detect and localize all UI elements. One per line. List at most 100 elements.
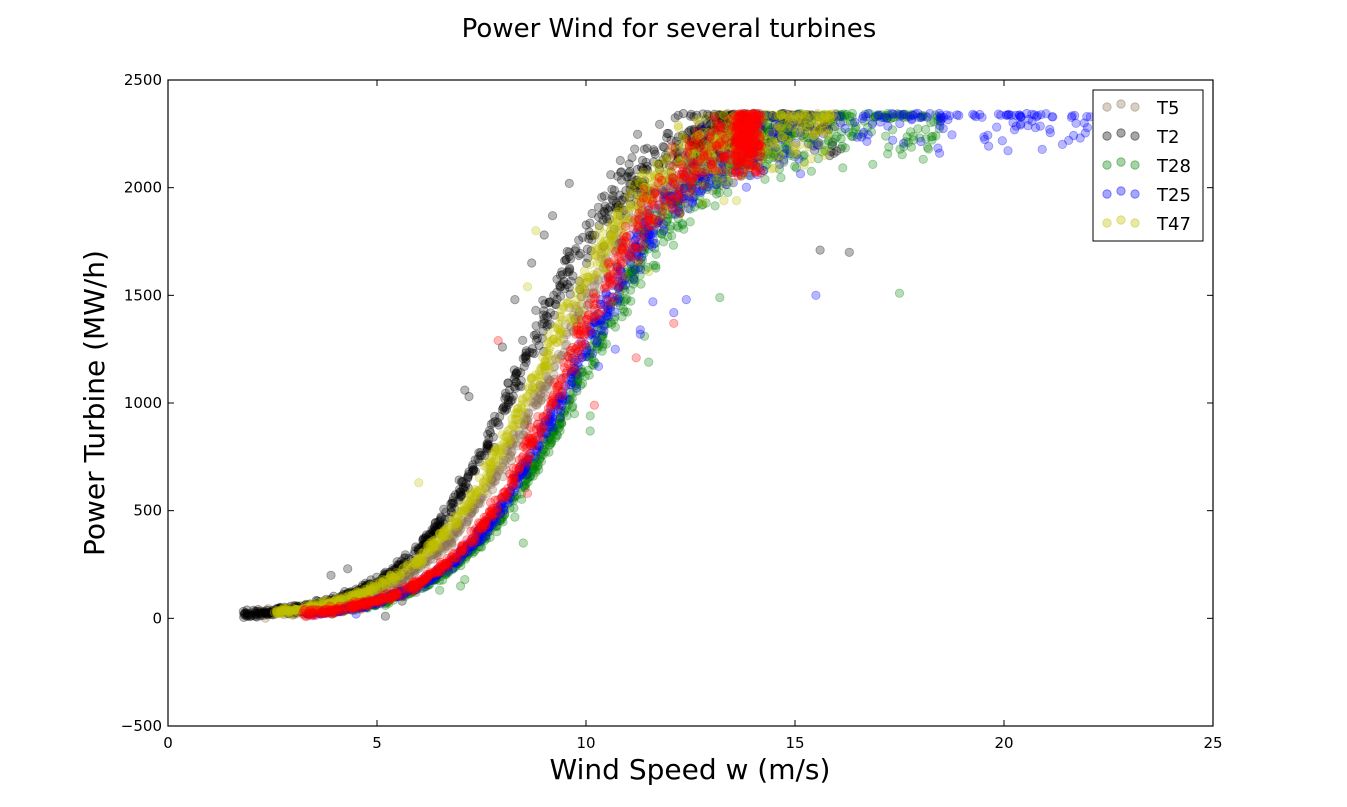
data-point xyxy=(574,306,584,317)
data-point xyxy=(416,560,426,570)
data-point xyxy=(659,159,669,169)
data-point xyxy=(307,605,317,615)
data-point xyxy=(549,334,559,344)
data-point xyxy=(897,110,907,121)
data-point xyxy=(670,198,680,208)
data-point xyxy=(916,136,926,147)
data-point xyxy=(458,483,468,494)
data-point xyxy=(737,130,747,140)
data-point xyxy=(543,378,553,388)
data-point xyxy=(627,153,637,163)
data-point xyxy=(527,258,537,268)
data-point xyxy=(724,131,734,141)
data-point xyxy=(585,426,595,436)
data-point xyxy=(390,578,400,588)
data-point xyxy=(528,401,538,412)
data-point xyxy=(287,606,297,616)
data-point xyxy=(730,143,741,153)
data-point xyxy=(717,172,727,182)
data-point xyxy=(729,151,739,161)
data-point xyxy=(492,471,502,481)
data-point xyxy=(338,597,348,607)
data-point xyxy=(272,607,282,617)
data-point xyxy=(535,380,545,390)
data-point xyxy=(372,585,382,595)
data-point xyxy=(947,130,957,140)
data-point xyxy=(721,135,731,145)
data-point xyxy=(658,201,668,211)
data-point xyxy=(584,288,594,298)
data-point xyxy=(700,167,710,177)
data-point xyxy=(731,130,741,140)
data-point xyxy=(447,538,457,548)
data-point xyxy=(492,461,503,471)
data-point xyxy=(294,604,304,615)
data-point xyxy=(486,419,496,429)
data-point xyxy=(708,186,718,196)
data-point xyxy=(420,557,430,567)
data-point xyxy=(258,607,268,618)
data-point xyxy=(1030,123,1041,133)
data-point xyxy=(286,607,296,617)
data-point xyxy=(610,307,620,317)
data-point xyxy=(776,173,786,183)
data-point xyxy=(432,548,442,558)
data-point xyxy=(741,147,752,157)
data-point xyxy=(746,112,756,122)
data-point xyxy=(449,511,459,522)
data-point xyxy=(744,127,754,137)
data-point xyxy=(522,419,532,429)
data-point xyxy=(731,196,742,206)
data-point xyxy=(510,512,520,522)
data-point xyxy=(736,160,746,170)
data-point xyxy=(427,550,438,560)
data-point xyxy=(992,122,1002,132)
data-point xyxy=(512,422,522,432)
data-point xyxy=(442,537,452,547)
data-point xyxy=(468,498,478,508)
data-point xyxy=(593,275,603,285)
data-point xyxy=(710,201,720,211)
data-point xyxy=(534,340,544,351)
data-point xyxy=(692,129,703,139)
data-point xyxy=(888,109,898,119)
data-point xyxy=(456,523,466,534)
data-point xyxy=(580,371,590,381)
data-point xyxy=(971,112,981,122)
data-point xyxy=(482,472,493,482)
data-point xyxy=(606,170,616,180)
data-point xyxy=(332,597,342,608)
data-point xyxy=(348,593,358,603)
data-point xyxy=(450,490,461,500)
data-point xyxy=(556,351,566,361)
data-point xyxy=(510,294,520,305)
data-point xyxy=(721,126,731,136)
data-point xyxy=(844,247,854,257)
data-point xyxy=(474,498,484,508)
data-point xyxy=(582,293,593,303)
data-point xyxy=(255,607,265,617)
data-point xyxy=(610,322,621,332)
data-point xyxy=(729,146,740,156)
data-point xyxy=(238,606,248,617)
data-point xyxy=(324,602,335,612)
data-point xyxy=(538,392,549,402)
data-point xyxy=(720,175,731,185)
data-point xyxy=(362,587,372,597)
data-point xyxy=(840,143,851,153)
data-point xyxy=(539,361,549,371)
data-point xyxy=(464,391,474,402)
data-point xyxy=(727,156,737,166)
data-point xyxy=(549,369,559,379)
data-point xyxy=(641,224,651,234)
data-point xyxy=(305,604,315,614)
data-point xyxy=(918,154,928,164)
data-point xyxy=(748,134,758,144)
data-point xyxy=(579,286,589,296)
data-point xyxy=(377,584,387,594)
data-point xyxy=(409,563,419,573)
data-point xyxy=(451,527,461,537)
data-point xyxy=(341,599,351,609)
data-point xyxy=(392,574,403,585)
data-point xyxy=(308,605,318,615)
